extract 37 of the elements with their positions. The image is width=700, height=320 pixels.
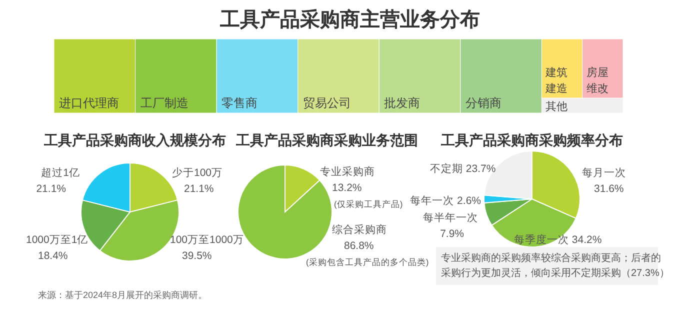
category-label: 零售商 [222,96,258,110]
chart-title: 工具产品采购商收入规模分布 [43,132,226,148]
chart-title: 工具产品采购商采购业务范围 [235,132,418,148]
data-label: 86.8% [344,240,374,252]
category-label: 贸易公司 [302,96,351,110]
slice-label: 综合采购商 [332,223,387,236]
category-label: 其他 [546,100,568,113]
data-label: 13.2% [332,182,362,194]
category-label: 批发商 [384,96,420,110]
slice-label: 少于100万 [172,166,223,179]
data-label: 31.6% [594,183,624,195]
category-label: 分销商 [465,96,502,110]
data-label: 39.5% [182,250,212,262]
data-label: 7.9% [440,228,464,240]
data-label: 21.1% [184,183,214,195]
slice-label: 每月一次 [582,167,626,179]
slice-label: 每季度一次 34.2% [514,233,602,246]
category-label: 房屋维改 [586,66,608,95]
category-label: 建筑建造 [544,66,568,95]
data-label: 21.1% [36,183,66,195]
text: 采购行为更加灵活，倾向采用不定期采购（27.3%） [441,267,670,279]
text: 工具产品采购商主营业务分布 [219,8,480,31]
text: (仅采购工具产品) [334,199,403,209]
slice-label: 1000万至1亿 [26,234,88,246]
slice-label: 每年一次 2.6% [410,195,481,207]
slice-label: 超过1亿 [41,166,80,179]
data-label: 18.4% [38,250,68,262]
slice-label: 每半年一次 [423,211,478,224]
chart-title: 工具产品采购商采购频率分布 [440,132,623,148]
category-label: 工厂制造 [140,96,188,110]
slice-label: 专业采购商 [320,165,375,178]
slice-label: 100万至1000万 [170,234,244,246]
slice-label: 不定期 23.7% [430,162,496,175]
text: (采购包含工具产品的多个品类) [306,257,429,267]
source-note: 来源：基于2024年8月展开的采购商调研。 [38,290,208,300]
text: 专业采购商的采购频率较综合采购商更高；后者的 [441,252,661,264]
category-label: 进口代理商 [59,96,119,110]
